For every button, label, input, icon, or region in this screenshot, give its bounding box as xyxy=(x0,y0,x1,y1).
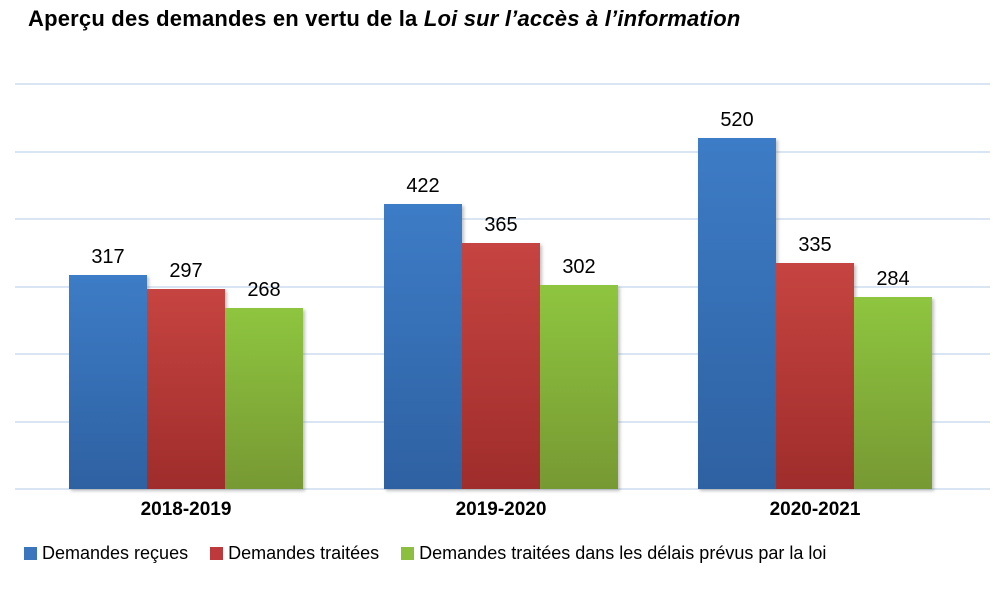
value-label: 335 xyxy=(798,233,832,256)
bar-series2-2020-2021 xyxy=(776,262,854,489)
chart-title-main: Aperçu des demandes en vertu de la xyxy=(28,6,424,31)
legend-color-swatch-icon xyxy=(24,547,37,560)
bar-series2-2019-2020 xyxy=(462,242,540,489)
chart-title-law-name: Loi sur l’accès à l’information xyxy=(423,6,741,31)
value-label: 365 xyxy=(484,213,518,236)
category-label: 2020-2021 xyxy=(769,499,861,520)
legend: Demandes reçues Demandes traitées Demandes… xyxy=(24,543,826,564)
legend-label: Demandes traitées xyxy=(228,543,380,563)
category-label: 2018-2019 xyxy=(140,499,232,520)
value-label: 422 xyxy=(406,175,440,198)
value-label: 302 xyxy=(562,256,596,279)
legend-color-swatch-icon xyxy=(210,547,224,560)
bar-series3-2020-2021 xyxy=(854,297,932,489)
legend-color-swatch-icon xyxy=(401,547,415,560)
value-label: 297 xyxy=(169,259,203,282)
gridline-500 xyxy=(15,150,990,153)
bar-series1-2018-2019 xyxy=(69,275,147,489)
bar-series3-2018-2019 xyxy=(225,308,303,489)
legend-item: Demandes traitées xyxy=(210,543,379,564)
gridline-0 xyxy=(15,488,990,490)
bar-series2-2018-2019 xyxy=(147,288,225,489)
bar-series1-2019-2020 xyxy=(384,204,462,489)
category-label: 2019-2020 xyxy=(455,499,547,520)
legend-item: Demandes traitées dans les délais prévus… xyxy=(401,543,826,564)
chart-title: Aperçu des demandes en vertu de la Loi s… xyxy=(28,6,741,32)
bar-series3-2019-2020 xyxy=(540,285,618,489)
bar-series1-2020-2021 xyxy=(698,138,776,489)
gridline-600 xyxy=(15,83,990,85)
value-label: 520 xyxy=(720,109,754,131)
gridline-400 xyxy=(15,218,990,220)
value-label: 284 xyxy=(876,268,910,291)
legend-label: Demandes traitées dans les délais prévus… xyxy=(419,543,827,563)
value-label: 317 xyxy=(91,246,125,269)
legend-label: Demandes reçues xyxy=(42,543,189,563)
value-label: 268 xyxy=(247,279,281,302)
legend-item: Demandes reçues xyxy=(24,543,188,564)
